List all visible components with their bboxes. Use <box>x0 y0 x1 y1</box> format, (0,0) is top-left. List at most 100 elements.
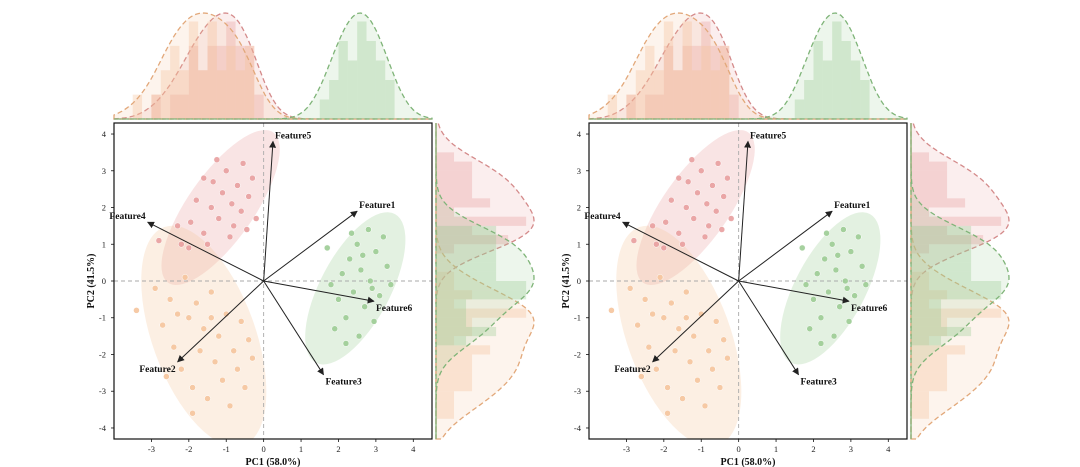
data-point-group-orange <box>170 343 178 351</box>
data-point-group-red <box>204 241 211 248</box>
right-hist-bar-group-green <box>436 262 497 272</box>
data-point-group-red <box>684 178 692 186</box>
right-hist-bar-group-red <box>911 161 948 171</box>
data-point-group-red <box>200 174 208 182</box>
top-hist-bar-group-orange <box>654 70 664 119</box>
top-hist-bar-group-orange <box>198 70 208 119</box>
data-point-group-green <box>335 296 342 303</box>
y-tick-label: 3 <box>577 166 581 176</box>
data-point-group-orange <box>237 318 245 325</box>
data-point-group-red <box>239 160 247 167</box>
data-point-group-red <box>668 196 675 204</box>
data-point-group-green <box>832 266 840 274</box>
top-hist-bar-group-red <box>216 45 227 119</box>
data-point-group-red <box>701 233 709 241</box>
data-point-group-orange <box>181 274 189 281</box>
x-tick-label: 0 <box>262 444 266 454</box>
top-hist-bar-group-red <box>626 94 636 119</box>
y-tick-label: 0 <box>577 276 581 286</box>
vector-label: Feature2 <box>614 365 650 375</box>
top-hist-bar-group-orange <box>682 21 692 120</box>
top-hist-bar-group-red <box>254 94 264 119</box>
right-hist-bar-group-orange <box>911 271 930 281</box>
data-point-group-red <box>697 167 705 175</box>
right-hist-bar-group-orange <box>911 354 948 364</box>
right-hist-bar-group-red <box>436 225 473 236</box>
right-hist-bar-group-orange <box>436 271 455 281</box>
data-point-group-green <box>327 281 335 288</box>
data-point-group-red <box>249 174 256 182</box>
data-point-group-orange <box>653 365 660 373</box>
top-hist-bar-group-green <box>860 79 870 119</box>
plot-area <box>114 123 432 439</box>
y-tick-label: -2 <box>574 349 581 359</box>
y-tick-label: -3 <box>574 386 581 396</box>
right-hist-bar-group-red <box>911 207 930 217</box>
right-hist-bar-group-red <box>436 189 473 199</box>
right-hist-bar-group-orange <box>436 281 455 291</box>
data-point-group-red <box>690 215 698 222</box>
data-point-group-red <box>222 167 230 175</box>
data-point-group-green <box>348 229 355 237</box>
loading-vector <box>738 210 833 282</box>
x-axis-label: PC1 (58.0%) <box>246 457 301 467</box>
right-hist-bar-group-green <box>436 336 467 346</box>
data-point-group-orange <box>208 288 215 296</box>
right-hist-bar-group-green <box>911 299 942 309</box>
right-hist-bar-group-red <box>436 216 527 226</box>
data-point-group-orange <box>193 299 200 307</box>
right-hist-bar-group-orange <box>911 345 966 355</box>
right-hist-bar-group-green <box>436 308 467 318</box>
top-hist-bar-group-red <box>188 45 199 119</box>
top-hist-bar-group-orange <box>691 70 702 119</box>
right-hist-bar-group-orange <box>436 372 473 383</box>
right-hist-bar-group-green <box>911 235 972 245</box>
top-hist-bar-group-orange <box>188 21 199 120</box>
data-point-group-orange <box>626 285 634 292</box>
right-hist-bar-group-green <box>436 271 497 281</box>
top-hist-bar-group-red <box>179 94 189 119</box>
vector-label: Feature6 <box>376 304 412 314</box>
data-point-group-green <box>830 332 838 340</box>
loading-vector <box>738 280 850 304</box>
vector-label: Feature3 <box>801 378 837 388</box>
data-point-group-orange <box>204 395 211 402</box>
top-hist-bar-group-red <box>170 94 180 119</box>
data-point-group-green <box>342 314 350 321</box>
top-hist-bar-group-green <box>813 40 823 119</box>
top-hist-bar-group-green <box>357 21 367 120</box>
vector-label: Feature5 <box>750 131 786 141</box>
data-point-group-green <box>810 296 817 303</box>
data-point-group-green <box>359 252 367 259</box>
y-tick-label: 1 <box>102 239 106 249</box>
data-point-group-orange <box>683 314 690 321</box>
right-hist-bar-group-red <box>436 235 509 245</box>
data-point-group-orange <box>608 307 615 314</box>
top-hist-bar-group-orange <box>701 45 711 119</box>
plot-area <box>589 123 907 439</box>
x-tick-label: 4 <box>886 444 891 454</box>
right-hist-bar-group-red <box>436 152 455 162</box>
data-point-group-red <box>228 200 236 208</box>
data-point-group-green <box>367 277 374 285</box>
x-tick-label: 2 <box>811 444 815 454</box>
top-hist-bar-group-green <box>338 40 348 119</box>
data-point-group-orange <box>211 358 219 366</box>
data-point-group-orange <box>709 365 716 373</box>
data-point-group-orange <box>705 347 712 355</box>
vector-label: Feature3 <box>326 378 362 388</box>
data-point-group-red <box>243 226 251 233</box>
data-point-group-green <box>836 303 843 310</box>
data-point-group-green <box>817 314 825 321</box>
data-point-group-orange <box>241 384 249 391</box>
data-point-group-red <box>185 244 193 252</box>
x-tick-label: -1 <box>223 444 230 454</box>
top-hist-bar-group-orange <box>244 45 255 119</box>
data-point-group-orange <box>712 318 720 325</box>
y-tick-label: 1 <box>577 239 581 249</box>
x-tick-label: -2 <box>185 444 192 454</box>
biplot-panel-left: Feature1 Feature2 Feature3 Feature4 Feature5… <box>86 12 535 467</box>
top-hist-bar-group-green <box>375 60 386 119</box>
top-hist-bar-group-green <box>794 99 805 119</box>
top-hist-bar-group-orange <box>663 21 674 120</box>
